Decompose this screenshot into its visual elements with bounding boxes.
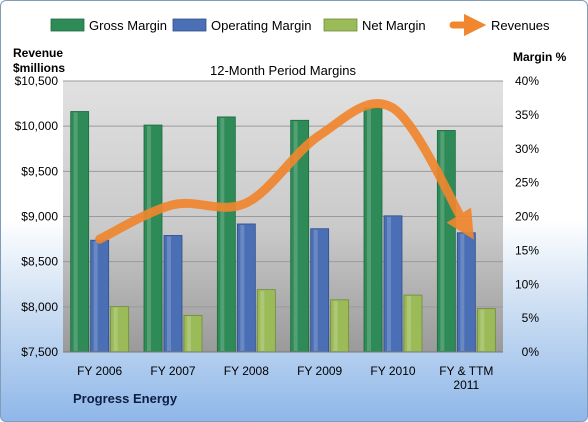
left-tick-label: $8,500 bbox=[21, 255, 58, 269]
left-tick-label: $10,500 bbox=[15, 74, 59, 88]
right-tick-label: 40% bbox=[515, 74, 539, 88]
bar-net-margin bbox=[330, 299, 350, 353]
bar-highlight bbox=[187, 316, 191, 351]
legend-swatch-gross-margin bbox=[50, 18, 85, 32]
bar-highlight bbox=[167, 236, 171, 351]
bar-gross-margin bbox=[216, 116, 236, 353]
right-tick-label: 10% bbox=[515, 277, 539, 291]
bar-highlight bbox=[147, 126, 151, 351]
category-label: FY 2009 bbox=[297, 364, 342, 378]
legend-label: Revenues bbox=[491, 18, 550, 33]
legend: Gross Margin Operating Margin Net Margin Re… bbox=[50, 13, 550, 37]
category-label: FY 2008 bbox=[224, 364, 269, 378]
bar-highlight bbox=[240, 224, 245, 351]
bar-highlight bbox=[93, 241, 98, 351]
category-label: FY 2006 bbox=[77, 364, 122, 378]
bar-gross-margin bbox=[363, 107, 383, 353]
bar-highlight bbox=[333, 300, 338, 351]
bar-highlight bbox=[407, 296, 411, 351]
footer-label: Progress Energy bbox=[73, 391, 178, 406]
category-label: FY & TTM bbox=[439, 364, 493, 378]
chart-title: 12-Month Period Margins bbox=[210, 63, 356, 78]
right-tick-label: 20% bbox=[515, 210, 539, 224]
revenue-line bbox=[95, 99, 474, 244]
legend-swatch-net-margin bbox=[323, 18, 358, 32]
revenue-line-group bbox=[95, 99, 474, 244]
bar-highlight bbox=[387, 216, 391, 351]
right-tick-label: 0% bbox=[522, 345, 540, 359]
left-axis-title-line1: Revenue bbox=[13, 46, 63, 60]
bar-highlight bbox=[220, 117, 225, 351]
right-tick-label: 15% bbox=[515, 243, 539, 257]
bar-gross-margin bbox=[143, 124, 163, 353]
right-tick-label: 25% bbox=[515, 176, 539, 190]
bar-net-margin bbox=[183, 315, 203, 353]
legend-label: Operating Margin bbox=[211, 18, 311, 33]
left-tick-label: $9,500 bbox=[21, 164, 58, 178]
bar-highlight bbox=[460, 233, 465, 351]
left-tick-label: $9,000 bbox=[21, 210, 58, 224]
bar-operating-margin bbox=[310, 228, 330, 353]
left-tick-label: $10,000 bbox=[15, 119, 59, 133]
bar-highlight bbox=[480, 309, 485, 351]
left-axis-title-line2: $millions bbox=[13, 61, 65, 75]
bar-operating-margin bbox=[383, 215, 403, 353]
bar-highlight bbox=[367, 109, 371, 351]
category-label: FY 2007 bbox=[150, 364, 195, 378]
legend-label: Gross Margin bbox=[89, 18, 167, 33]
bar-operating-margin bbox=[236, 223, 256, 353]
left-tick-label: $7,500 bbox=[21, 345, 58, 359]
bar-highlight bbox=[73, 112, 78, 351]
right-axis-title: Margin % bbox=[513, 50, 567, 64]
bar-highlight bbox=[293, 121, 298, 351]
legend-swatch-operating-margin bbox=[172, 18, 207, 32]
bar-operating-margin bbox=[456, 232, 476, 353]
category-label: FY 2010 bbox=[370, 364, 415, 378]
bar-net-margin bbox=[110, 306, 130, 353]
bar-gross-margin bbox=[436, 130, 456, 353]
bar-highlight bbox=[313, 229, 318, 351]
bar-net-margin bbox=[476, 308, 496, 353]
bar-gross-margin bbox=[70, 111, 90, 353]
right-tick-label: 35% bbox=[515, 108, 539, 122]
bar-operating-margin bbox=[90, 239, 110, 353]
bar-operating-margin bbox=[163, 235, 183, 353]
axes-group: $7,500 $8,000 $8,500 $9,000 $9,500 $10,000 $10… bbox=[15, 74, 540, 392]
right-tick-label: 5% bbox=[522, 311, 540, 325]
category-label: 2011 bbox=[453, 378, 479, 392]
left-tick-label: $8,000 bbox=[21, 300, 58, 314]
bar-highlight bbox=[260, 290, 265, 351]
bar-net-margin bbox=[403, 294, 423, 353]
bar-highlight bbox=[440, 131, 445, 351]
bar-net-margin bbox=[256, 289, 276, 353]
bar-highlight bbox=[113, 307, 118, 351]
right-tick-label: 30% bbox=[515, 142, 539, 156]
legend-label: Net Margin bbox=[362, 18, 426, 33]
